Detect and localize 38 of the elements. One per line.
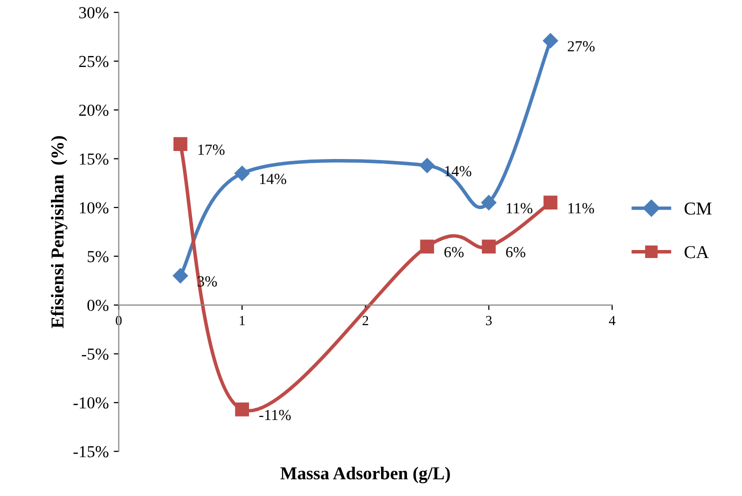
legend-label: CM [684,202,712,215]
data-label: 17% [198,144,225,155]
data-label: -11% [259,410,291,420]
data-label: 14% [260,174,286,184]
point [173,137,188,152]
point [420,240,434,254]
point [482,240,496,254]
data-label: 11% [506,203,532,214]
point [542,33,558,48]
x-tick-label: 4 [608,316,616,326]
point [481,195,496,210]
point [234,166,250,181]
x-tick-label: 2 [362,316,368,326]
data-label: 27% [568,41,595,52]
data-label: 11% [568,203,594,214]
legend-label: CA [684,246,709,258]
y-tick-label: 5% [88,250,108,262]
y-tick-label: 20% [79,104,108,116]
point [172,268,188,284]
y-tick-label: 15% [80,153,108,165]
data-label: 6% [444,246,464,258]
y-tick-label: 25% [79,56,108,68]
x-tick-label: 3 [486,316,492,326]
x-tick-label: 1 [240,316,245,326]
y-tick-label: -5% [82,348,108,360]
y-axis-title: Efisiensi Penyisihan (%) [50,136,68,328]
y-tick-label: 0% [87,300,108,312]
data-label: 6% [506,246,526,258]
x-tick-label: 0 [116,316,122,326]
data-label: 14% [445,166,472,176]
point [544,196,558,210]
y-tick-label: 10% [80,202,108,214]
y-tick-label: 30% [79,7,108,18]
x-axis-title: Massa Adsorben (g/L) [280,466,450,484]
point [420,158,435,174]
y-tick-label: -10% [74,397,108,409]
y-tick-label: -15% [74,446,108,458]
point [235,402,250,416]
